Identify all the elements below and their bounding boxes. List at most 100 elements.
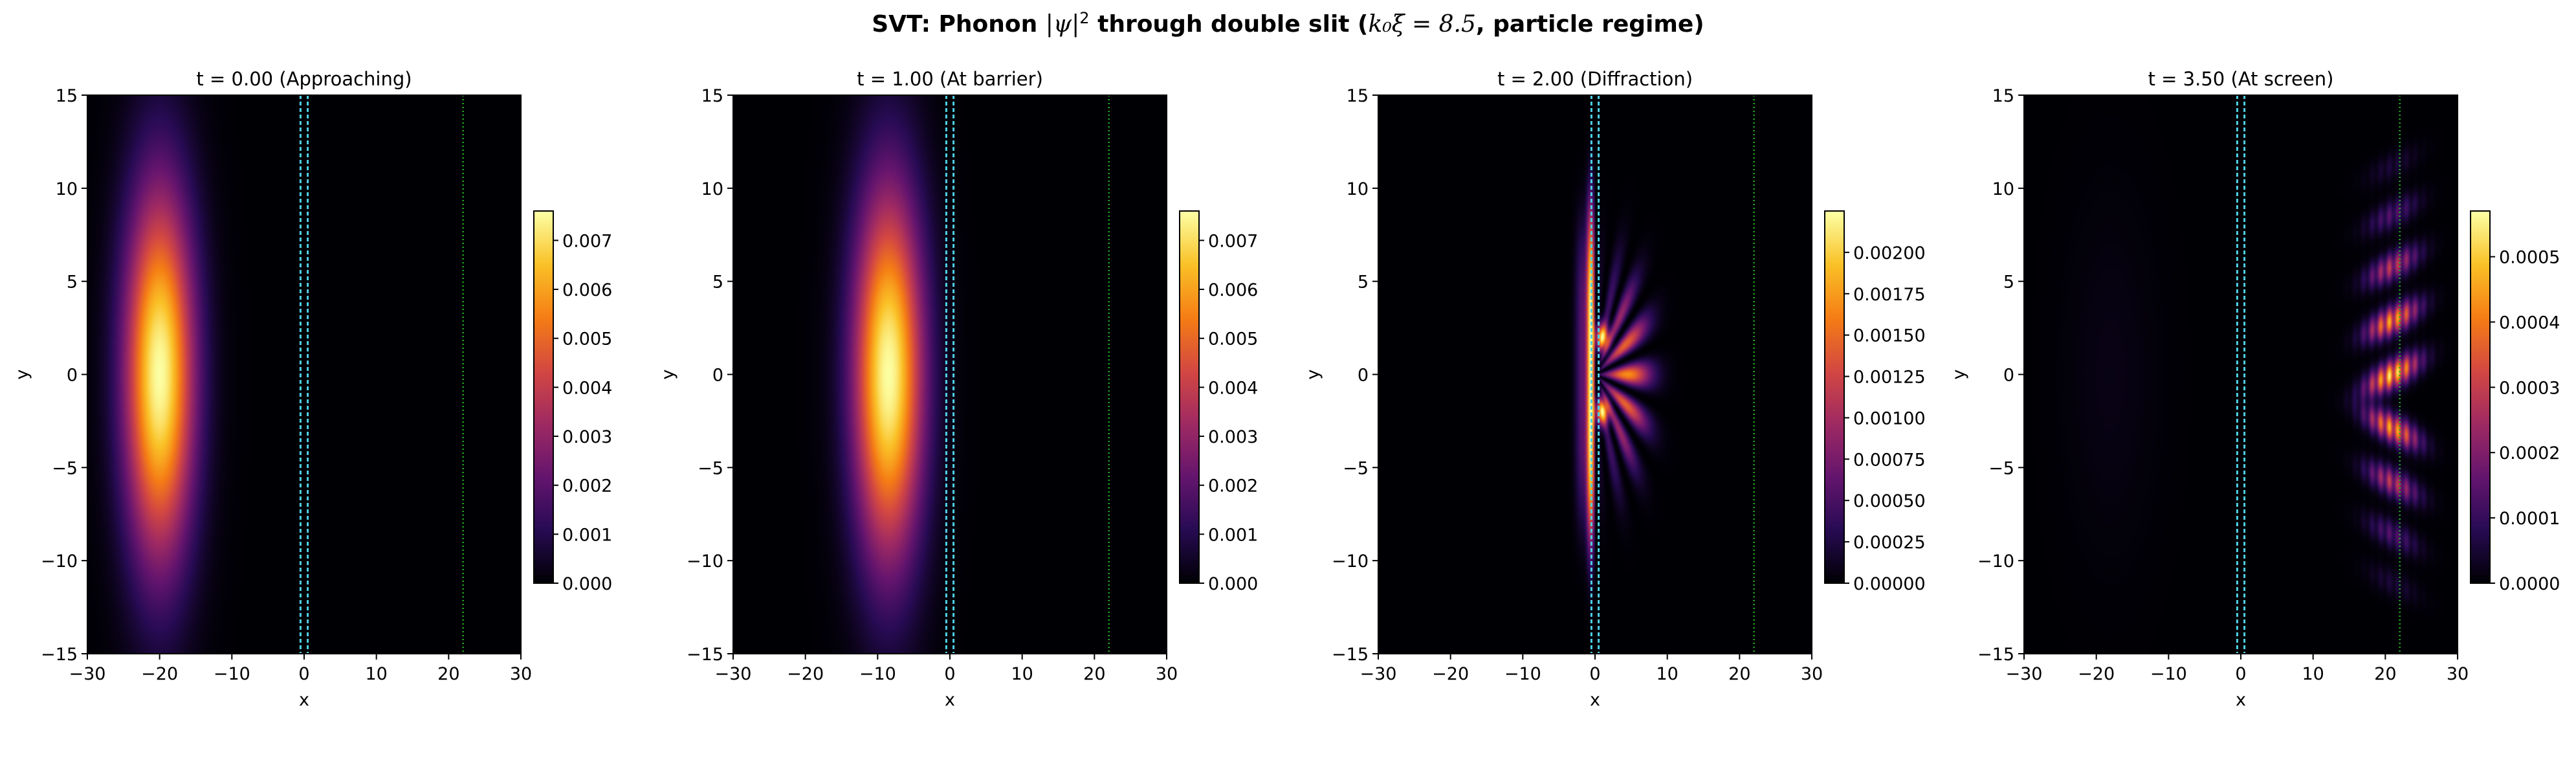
x-tick-label: −20: [787, 664, 824, 684]
x-tick-label: 10: [1656, 664, 1678, 684]
colorbar-tick-label: 0.0001: [2499, 509, 2560, 529]
colorbar-tick-label: 0.001: [1208, 525, 1258, 545]
x-tick-label: 30: [510, 664, 532, 684]
x-tick-label: −20: [2078, 664, 2115, 684]
x-tick-label: 0: [944, 664, 955, 684]
colorbar-tick-label: 0.001: [562, 525, 612, 545]
subplot-title: t = 3.50 (At screen): [2148, 68, 2334, 90]
x-tick-label: 30: [1801, 664, 1823, 684]
x-axis-label: x: [945, 690, 955, 710]
x-tick-label: −30: [1360, 664, 1397, 684]
colorbar-tick-label: 0.002: [1208, 476, 1258, 496]
colorbar-tick-label: 0.0004: [2499, 313, 2560, 333]
x-tick-label: −20: [1432, 664, 1469, 684]
subplot-title: t = 0.00 (Approaching): [196, 68, 412, 90]
x-tick-label: −30: [2006, 664, 2043, 684]
figure-title: SVT: Phonon |ψ|2 through double slit (k₀…: [872, 9, 1704, 38]
y-tick-label: −5: [1343, 458, 1369, 478]
heatmap-image: [1378, 95, 1812, 654]
colorbar-tick-label: 0.00150: [1853, 326, 1926, 346]
colorbar-tick-label: 0.004: [1208, 378, 1258, 398]
colorbar-frame: [1824, 210, 1845, 584]
colorbar-tick-label: 0.003: [1208, 427, 1258, 447]
y-axis-label: y: [1949, 369, 1969, 379]
y-tick-label: 15: [56, 86, 78, 106]
x-tick-label: 20: [1083, 664, 1105, 684]
colorbar-frame: [2470, 210, 2491, 584]
y-tick-label: 5: [2003, 272, 2014, 293]
colorbar-tick-label: 0.002: [562, 476, 612, 496]
colorbar-tick-label: 0.006: [562, 280, 612, 300]
subplot-1: −30 −20 −10 0 10 20 30 −15 −10 −5 0 5 10 15 t = 0.00 (…: [12, 68, 612, 710]
x-tick-label: −30: [69, 664, 106, 684]
y-tick-label: 0: [712, 366, 723, 386]
x-tick-label: 20: [2374, 664, 2396, 684]
colorbar-tick-label: 0.0000: [2499, 574, 2560, 594]
y-tick-label: −10: [1977, 551, 2014, 572]
colorbar-tick-label: 0.007: [1208, 231, 1258, 251]
y-tick-label: 10: [1992, 179, 2014, 199]
heatmap-image: [2024, 95, 2458, 654]
heatmap-image: [733, 95, 1167, 654]
colorbar-frame: [1179, 210, 1200, 584]
colorbar-tick-label: 0.0005: [2499, 248, 2560, 268]
y-axis-label: y: [1303, 369, 1323, 379]
x-tick-label: 10: [1011, 664, 1033, 684]
y-axis-label: y: [658, 369, 678, 379]
x-axis-label: x: [1590, 690, 1600, 710]
x-tick-label: 0: [1589, 664, 1600, 684]
y-tick-label: 10: [701, 179, 723, 199]
subplot-2: −30 −20 −10 0 10 20 30 −15 −10 −5 0 5 10 15 t = 1.00 (…: [658, 68, 1258, 710]
subplot-3: −30 −20 −10 0 10 20 30 −15 −10 −5 0 5 10 15 t = 2.00 (…: [1303, 68, 1926, 710]
x-tick-label: 30: [2447, 664, 2469, 684]
x-tick-label: −10: [1504, 664, 1541, 684]
x-tick-label: 10: [365, 664, 387, 684]
colorbar-tick-label: 0.00100: [1853, 408, 1926, 428]
y-tick-label: −10: [1332, 551, 1369, 572]
colorbar-tick-label: 0.003: [562, 427, 612, 447]
colorbar-tick-label: 0.007: [562, 231, 612, 251]
colorbar-tick-label: 0.00000: [1853, 574, 1926, 594]
x-tick-label: −10: [214, 664, 250, 684]
colorbar-tick-label: 0.00075: [1853, 450, 1926, 470]
y-tick-label: 10: [1347, 179, 1369, 199]
subplot-4: −30 −20 −10 0 10 20 30 −15 −10 −5 0 5 10 15 t = 3.50 (…: [1949, 68, 2560, 710]
colorbar-frame: [533, 210, 554, 584]
colorbar-tick-label: 0.000: [562, 574, 612, 594]
y-tick-label: 5: [712, 272, 723, 293]
colorbar-tick-label: 0.0003: [2499, 378, 2560, 398]
y-tick-label: −15: [1332, 645, 1369, 665]
x-axis-label: x: [299, 690, 309, 710]
y-tick-label: −5: [52, 458, 78, 478]
x-tick-label: 20: [437, 664, 459, 684]
y-tick-label: −10: [41, 551, 78, 572]
x-tick-label: 20: [1728, 664, 1750, 684]
subplot-title: t = 1.00 (At barrier): [857, 68, 1043, 90]
y-tick-label: 5: [67, 272, 78, 293]
colorbar-tick-label: 0.00200: [1853, 243, 1926, 263]
x-tick-label: −10: [859, 664, 896, 684]
x-tick-label: −20: [141, 664, 178, 684]
x-tick-label: 0: [2235, 664, 2246, 684]
y-tick-label: −15: [687, 645, 723, 665]
x-axis-label: x: [2236, 690, 2246, 710]
y-tick-label: 0: [2003, 366, 2014, 386]
y-tick-label: −15: [41, 645, 78, 665]
y-tick-label: −5: [698, 458, 723, 478]
colorbar-tick-label: 0.006: [1208, 280, 1258, 300]
subplot-title: t = 2.00 (Diffraction): [1497, 68, 1693, 90]
colorbar-tick-label: 0.00175: [1853, 285, 1926, 305]
x-tick-label: 30: [1156, 664, 1178, 684]
colorbar-tick-label: 0.00125: [1853, 368, 1926, 388]
y-tick-label: 15: [1992, 86, 2014, 106]
colorbar-tick-label: 0.00050: [1853, 491, 1926, 511]
heatmap-image: [87, 95, 521, 654]
x-tick-label: −10: [2150, 664, 2187, 684]
y-tick-label: 15: [1347, 86, 1369, 106]
colorbar-tick-label: 0.004: [562, 378, 612, 398]
y-tick-label: −10: [687, 551, 723, 572]
colorbar-tick-label: 0.0002: [2499, 443, 2560, 463]
y-axis-label: y: [12, 369, 32, 379]
colorbar: [1180, 211, 1199, 583]
